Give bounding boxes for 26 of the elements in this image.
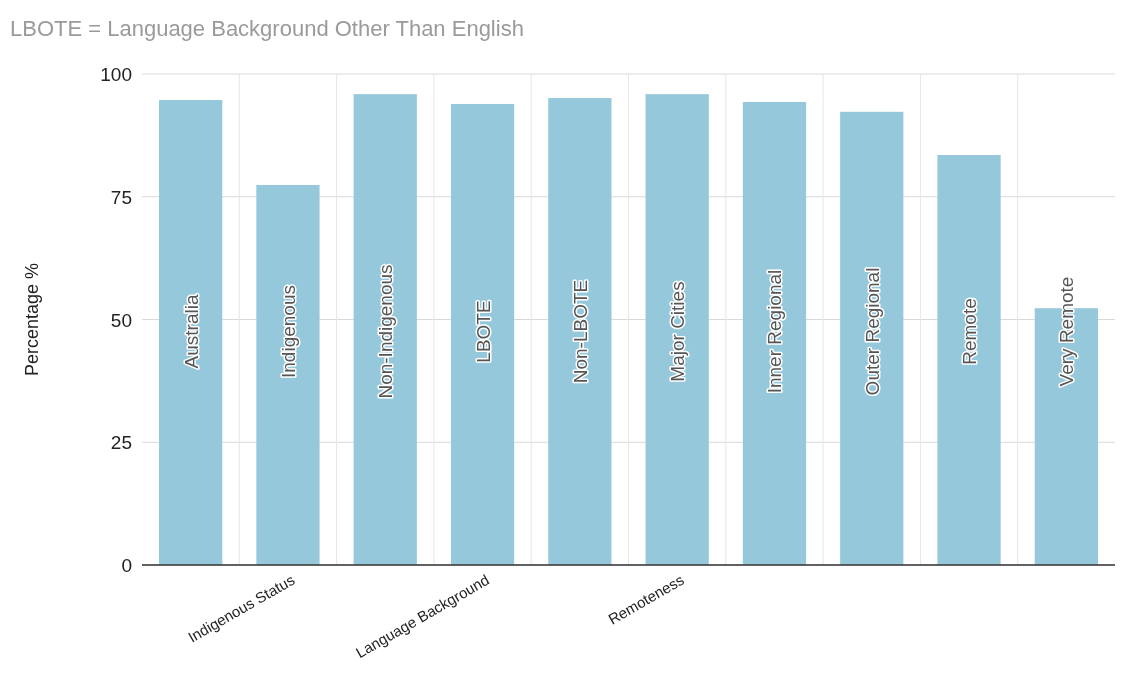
data-label: Very Remote — [1056, 276, 1078, 387]
data-label: Non-LBOTE — [569, 279, 591, 384]
y-tick-label: 100 — [100, 64, 132, 85]
data-label: Remote — [959, 298, 981, 365]
bar — [353, 94, 417, 565]
chart-title: LBOTE = Language Background Other Than English — [10, 16, 524, 41]
data-label: Australia — [180, 294, 202, 369]
data-label: Inner Regional — [764, 269, 786, 394]
bar — [159, 100, 223, 565]
y-tick-label: 50 — [110, 309, 132, 331]
data-label: Major Cities — [667, 281, 689, 382]
bar — [256, 184, 320, 565]
y-axis-title: Percentage % — [22, 262, 42, 377]
bar — [450, 103, 515, 565]
bar — [937, 155, 1001, 565]
y-tick-label: 0 — [121, 555, 132, 576]
data-label: LBOTE — [472, 300, 494, 363]
data-label: Outer Regional — [861, 267, 883, 396]
bar — [742, 101, 807, 565]
bar — [840, 111, 904, 565]
y-tick-label: 75 — [110, 186, 132, 208]
data-label: Indigenous — [277, 285, 299, 378]
bar — [645, 94, 709, 565]
bar — [548, 98, 612, 565]
y-tick-label: 25 — [110, 432, 132, 454]
data-label: Non-Indigenous — [375, 264, 397, 399]
